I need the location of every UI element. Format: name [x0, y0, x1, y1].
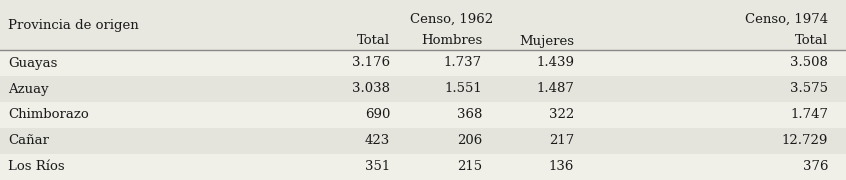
Text: 1.439: 1.439	[536, 57, 574, 69]
Text: Los Ríos: Los Ríos	[8, 161, 64, 174]
Text: 351: 351	[365, 161, 390, 174]
Text: Azuay: Azuay	[8, 82, 48, 96]
Text: Chimborazo: Chimborazo	[8, 109, 89, 122]
Text: Guayas: Guayas	[8, 57, 58, 69]
Text: 3.176: 3.176	[352, 57, 390, 69]
Text: 322: 322	[549, 109, 574, 122]
Text: Total: Total	[795, 35, 828, 48]
Bar	[0, 76, 846, 102]
Text: Hombres: Hombres	[420, 35, 482, 48]
Text: 1.747: 1.747	[790, 109, 828, 122]
Text: Mujeres: Mujeres	[519, 35, 574, 48]
Text: Cañar: Cañar	[8, 134, 49, 147]
Text: Provincia de origen: Provincia de origen	[8, 19, 139, 32]
Text: 1.487: 1.487	[536, 82, 574, 96]
Text: 690: 690	[365, 109, 390, 122]
Text: 376: 376	[803, 161, 828, 174]
Text: 3.038: 3.038	[352, 82, 390, 96]
Bar	[0, 154, 846, 180]
Bar	[0, 128, 846, 154]
Text: 12.729: 12.729	[782, 134, 828, 147]
Bar	[0, 0, 846, 50]
Text: 206: 206	[457, 134, 482, 147]
Text: 1.551: 1.551	[444, 82, 482, 96]
Text: 215: 215	[457, 161, 482, 174]
Text: 1.737: 1.737	[444, 57, 482, 69]
Text: Total: Total	[357, 35, 390, 48]
Text: 423: 423	[365, 134, 390, 147]
Text: Censo, 1962: Censo, 1962	[410, 12, 493, 26]
Bar	[0, 50, 846, 76]
Text: 3.508: 3.508	[790, 57, 828, 69]
Bar	[0, 102, 846, 128]
Text: 217: 217	[549, 134, 574, 147]
Text: 136: 136	[548, 161, 574, 174]
Text: 368: 368	[457, 109, 482, 122]
Text: 3.575: 3.575	[790, 82, 828, 96]
Text: Censo, 1974: Censo, 1974	[744, 12, 828, 26]
